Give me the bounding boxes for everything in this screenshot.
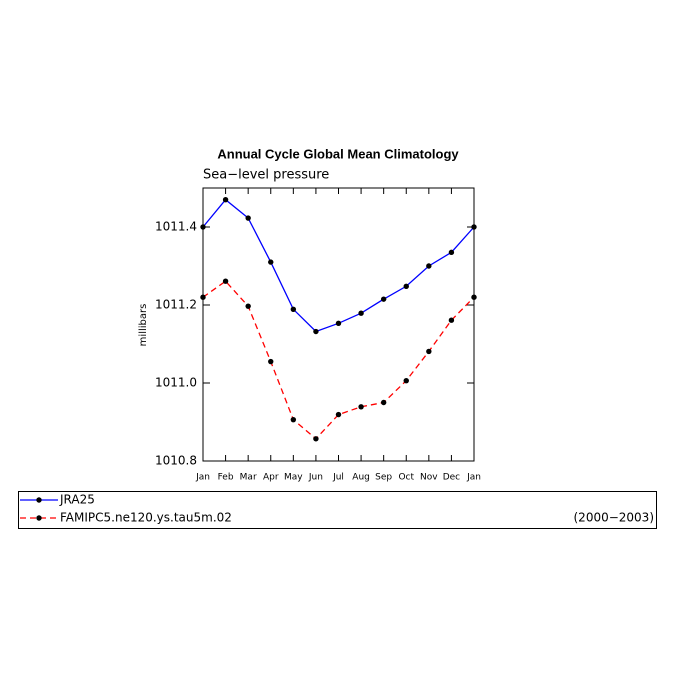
marker [426,348,432,355]
series-line [202,198,475,333]
marker [222,197,229,203]
chart-title: Annual Cycle Global Mean Climatology [217,146,459,161]
marker [358,310,364,316]
marker [335,320,342,327]
y-tick-label: 1011.4 [155,220,197,234]
x-tick-label: Oct [398,473,414,483]
marker [290,306,297,312]
legend-label: FAMIPC5.ne120.ys.tau5m.02 [60,511,232,525]
marker [380,296,387,302]
marker [358,404,364,410]
marker [290,416,297,423]
legend-marker [36,497,42,503]
x-tick-label: Jan [466,473,481,483]
annotation: (2000−2003) [574,511,655,525]
x-tick-label: Jan [195,473,210,483]
x-tick-label: Mar [240,473,257,483]
y-axis-label: millibars [138,304,149,347]
legend-marker [36,515,42,521]
marker [200,294,206,300]
marker [245,303,251,309]
y-tick-label: 1011.2 [155,298,197,312]
marker [335,411,342,418]
marker [245,215,251,221]
marker [471,224,477,230]
marker [380,399,387,406]
x-tick-label: Jun [308,473,323,483]
legend-box [18,491,657,529]
x-tick-label: May [284,473,303,483]
y-tick-label: 1011.0 [155,376,197,390]
marker [268,259,274,265]
marker [403,377,409,384]
subtitle: Sea−level pressure [203,168,329,183]
marker [313,436,319,442]
marker [200,224,206,230]
marker [222,278,229,284]
marker [268,358,274,365]
x-tick-label: Nov [420,473,438,483]
legend-label: JRA25 [59,493,95,507]
marker [448,249,455,256]
marker [426,263,432,269]
x-tick-label: Feb [218,473,234,483]
x-tick-label: Sep [375,473,392,483]
x-tick-label: Aug [352,473,370,483]
marker [313,328,319,335]
y-tick-label: 1010.8 [155,454,197,468]
x-tick-label: Jul [332,473,344,483]
marker [471,294,477,300]
marker [403,283,409,289]
x-tick-label: Apr [263,473,279,483]
x-tick-label: Dec [443,473,460,483]
marker [448,317,455,323]
